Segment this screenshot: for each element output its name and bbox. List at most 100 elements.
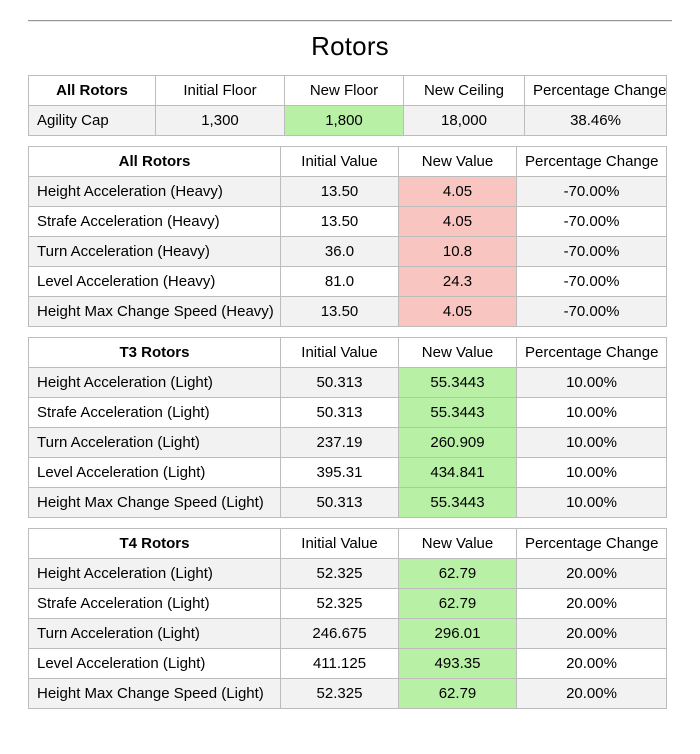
initial-value-cell: 52.325	[280, 678, 399, 709]
table-row: Level Acceleration (Heavy) 81.0 24.3 -70…	[28, 266, 667, 297]
row-label-cell: Level Acceleration (Light)	[28, 648, 281, 679]
row-label-cell: Level Acceleration (Light)	[28, 457, 281, 488]
initial-value-cell: 52.325	[280, 558, 399, 589]
header-row: T4 Rotors Initial Value New Value Percen…	[28, 528, 667, 559]
column-header-initial-value: Initial Value	[280, 337, 399, 368]
new-value-cell: 55.3443	[398, 487, 517, 518]
percentage-change-cell: 10.00%	[516, 487, 667, 518]
table-row: Level Acceleration (Light) 411.125 493.3…	[28, 648, 667, 679]
new-value-cell: 493.35	[398, 648, 517, 679]
table-row: Height Acceleration (Light) 52.325 62.79…	[28, 558, 667, 589]
new-value-cell: 10.8	[398, 236, 517, 267]
all-rotors-table: All Rotors Initial Value New Value Perce…	[28, 146, 667, 327]
table-row: Strafe Acceleration (Light) 52.325 62.79…	[28, 588, 667, 619]
column-header-percentage-change: Percentage Change	[516, 337, 667, 368]
row-label-cell: Level Acceleration (Heavy)	[28, 266, 281, 297]
table-row: Height Max Change Speed (Light) 52.325 6…	[28, 678, 667, 709]
header-row: All Rotors Initial Value New Value Perce…	[28, 146, 667, 177]
top-divider	[28, 20, 672, 22]
percentage-change-cell: 10.00%	[516, 367, 667, 398]
percentage-change-cell: -70.00%	[516, 236, 667, 267]
initial-value-cell: 81.0	[280, 266, 399, 297]
column-header-group: All Rotors	[28, 146, 281, 177]
column-header-new-ceiling: New Ceiling	[403, 75, 525, 106]
percentage-change-cell: -70.00%	[516, 296, 667, 327]
t3-rotors-table: T3 Rotors Initial Value New Value Percen…	[28, 337, 667, 518]
initial-value-cell: 50.313	[280, 397, 399, 428]
table-row: Turn Acceleration (Heavy) 36.0 10.8 -70.…	[28, 236, 667, 267]
row-label-cell: Height Max Change Speed (Heavy)	[28, 296, 281, 327]
initial-value-cell: 13.50	[280, 206, 399, 237]
initial-value-cell: 36.0	[280, 236, 399, 267]
row-label-cell: Turn Acceleration (Heavy)	[28, 236, 281, 267]
new-value-cell: 55.3443	[398, 367, 517, 398]
table-row: Level Acceleration (Light) 395.31 434.84…	[28, 457, 667, 488]
new-floor-cell: 1,800	[284, 105, 404, 136]
column-header-group: All Rotors	[28, 75, 156, 106]
percentage-change-cell: -70.00%	[516, 176, 667, 207]
row-label-cell: Agility Cap	[28, 105, 156, 136]
percentage-change-cell: 10.00%	[516, 457, 667, 488]
percentage-change-cell: 20.00%	[516, 558, 667, 589]
t4-rotors-table: T4 Rotors Initial Value New Value Percen…	[28, 528, 667, 709]
column-header-initial-floor: Initial Floor	[155, 75, 285, 106]
header-row: All Rotors Initial Floor New Floor New C…	[28, 75, 667, 106]
row-label-cell: Height Acceleration (Light)	[28, 367, 281, 398]
initial-floor-cell: 1,300	[155, 105, 285, 136]
percentage-change-cell: -70.00%	[516, 266, 667, 297]
new-value-cell: 4.05	[398, 176, 517, 207]
initial-value-cell: 50.313	[280, 367, 399, 398]
column-header-percentage-change: Percentage Change	[524, 75, 667, 106]
percentage-change-cell: 20.00%	[516, 678, 667, 709]
column-header-percentage-change: Percentage Change	[516, 528, 667, 559]
agility-cap-table: All Rotors Initial Floor New Floor New C…	[28, 75, 667, 136]
percentage-change-cell: 10.00%	[516, 427, 667, 458]
new-value-cell: 62.79	[398, 678, 517, 709]
new-value-cell: 260.909	[398, 427, 517, 458]
new-value-cell: 62.79	[398, 558, 517, 589]
column-header-new-floor: New Floor	[284, 75, 404, 106]
new-value-cell: 296.01	[398, 618, 517, 649]
initial-value-cell: 50.313	[280, 487, 399, 518]
row-label-cell: Turn Acceleration (Light)	[28, 618, 281, 649]
percentage-change-cell: 20.00%	[516, 588, 667, 619]
column-header-new-value: New Value	[398, 528, 517, 559]
column-header-initial-value: Initial Value	[280, 146, 399, 177]
percentage-change-cell: -70.00%	[516, 206, 667, 237]
row-label-cell: Strafe Acceleration (Light)	[28, 397, 281, 428]
initial-value-cell: 13.50	[280, 296, 399, 327]
table-row: Agility Cap 1,300 1,800 18,000 38.46%	[28, 105, 667, 136]
new-value-cell: 62.79	[398, 588, 517, 619]
new-value-cell: 4.05	[398, 206, 517, 237]
table-row: Height Max Change Speed (Light) 50.313 5…	[28, 487, 667, 518]
new-value-cell: 55.3443	[398, 397, 517, 428]
header-row: T3 Rotors Initial Value New Value Percen…	[28, 337, 667, 368]
table-row: Height Acceleration (Heavy) 13.50 4.05 -…	[28, 176, 667, 207]
column-header-new-value: New Value	[398, 146, 517, 177]
new-ceiling-cell: 18,000	[403, 105, 525, 136]
initial-value-cell: 395.31	[280, 457, 399, 488]
column-header-new-value: New Value	[398, 337, 517, 368]
row-label-cell: Height Max Change Speed (Light)	[28, 487, 281, 518]
table-row: Strafe Acceleration (Heavy) 13.50 4.05 -…	[28, 206, 667, 237]
percentage-change-cell: 20.00%	[516, 648, 667, 679]
row-label-cell: Height Max Change Speed (Light)	[28, 678, 281, 709]
page-title: Rotors	[311, 31, 389, 61]
column-header-initial-value: Initial Value	[280, 528, 399, 559]
column-header-group: T3 Rotors	[28, 337, 281, 368]
percentage-change-cell: 38.46%	[524, 105, 667, 136]
row-label-cell: Height Acceleration (Light)	[28, 558, 281, 589]
table-row: Turn Acceleration (Light) 237.19 260.909…	[28, 427, 667, 458]
initial-value-cell: 13.50	[280, 176, 399, 207]
percentage-change-cell: 10.00%	[516, 397, 667, 428]
initial-value-cell: 411.125	[280, 648, 399, 679]
initial-value-cell: 246.675	[280, 618, 399, 649]
row-label-cell: Strafe Acceleration (Heavy)	[28, 206, 281, 237]
column-header-percentage-change: Percentage Change	[516, 146, 667, 177]
table-row: Height Acceleration (Light) 50.313 55.34…	[28, 367, 667, 398]
new-value-cell: 434.841	[398, 457, 517, 488]
row-label-cell: Turn Acceleration (Light)	[28, 427, 281, 458]
table-row: Height Max Change Speed (Heavy) 13.50 4.…	[28, 296, 667, 327]
row-label-cell: Strafe Acceleration (Light)	[28, 588, 281, 619]
page: Rotors All Rotors Initial Floor New Floo…	[0, 20, 700, 709]
